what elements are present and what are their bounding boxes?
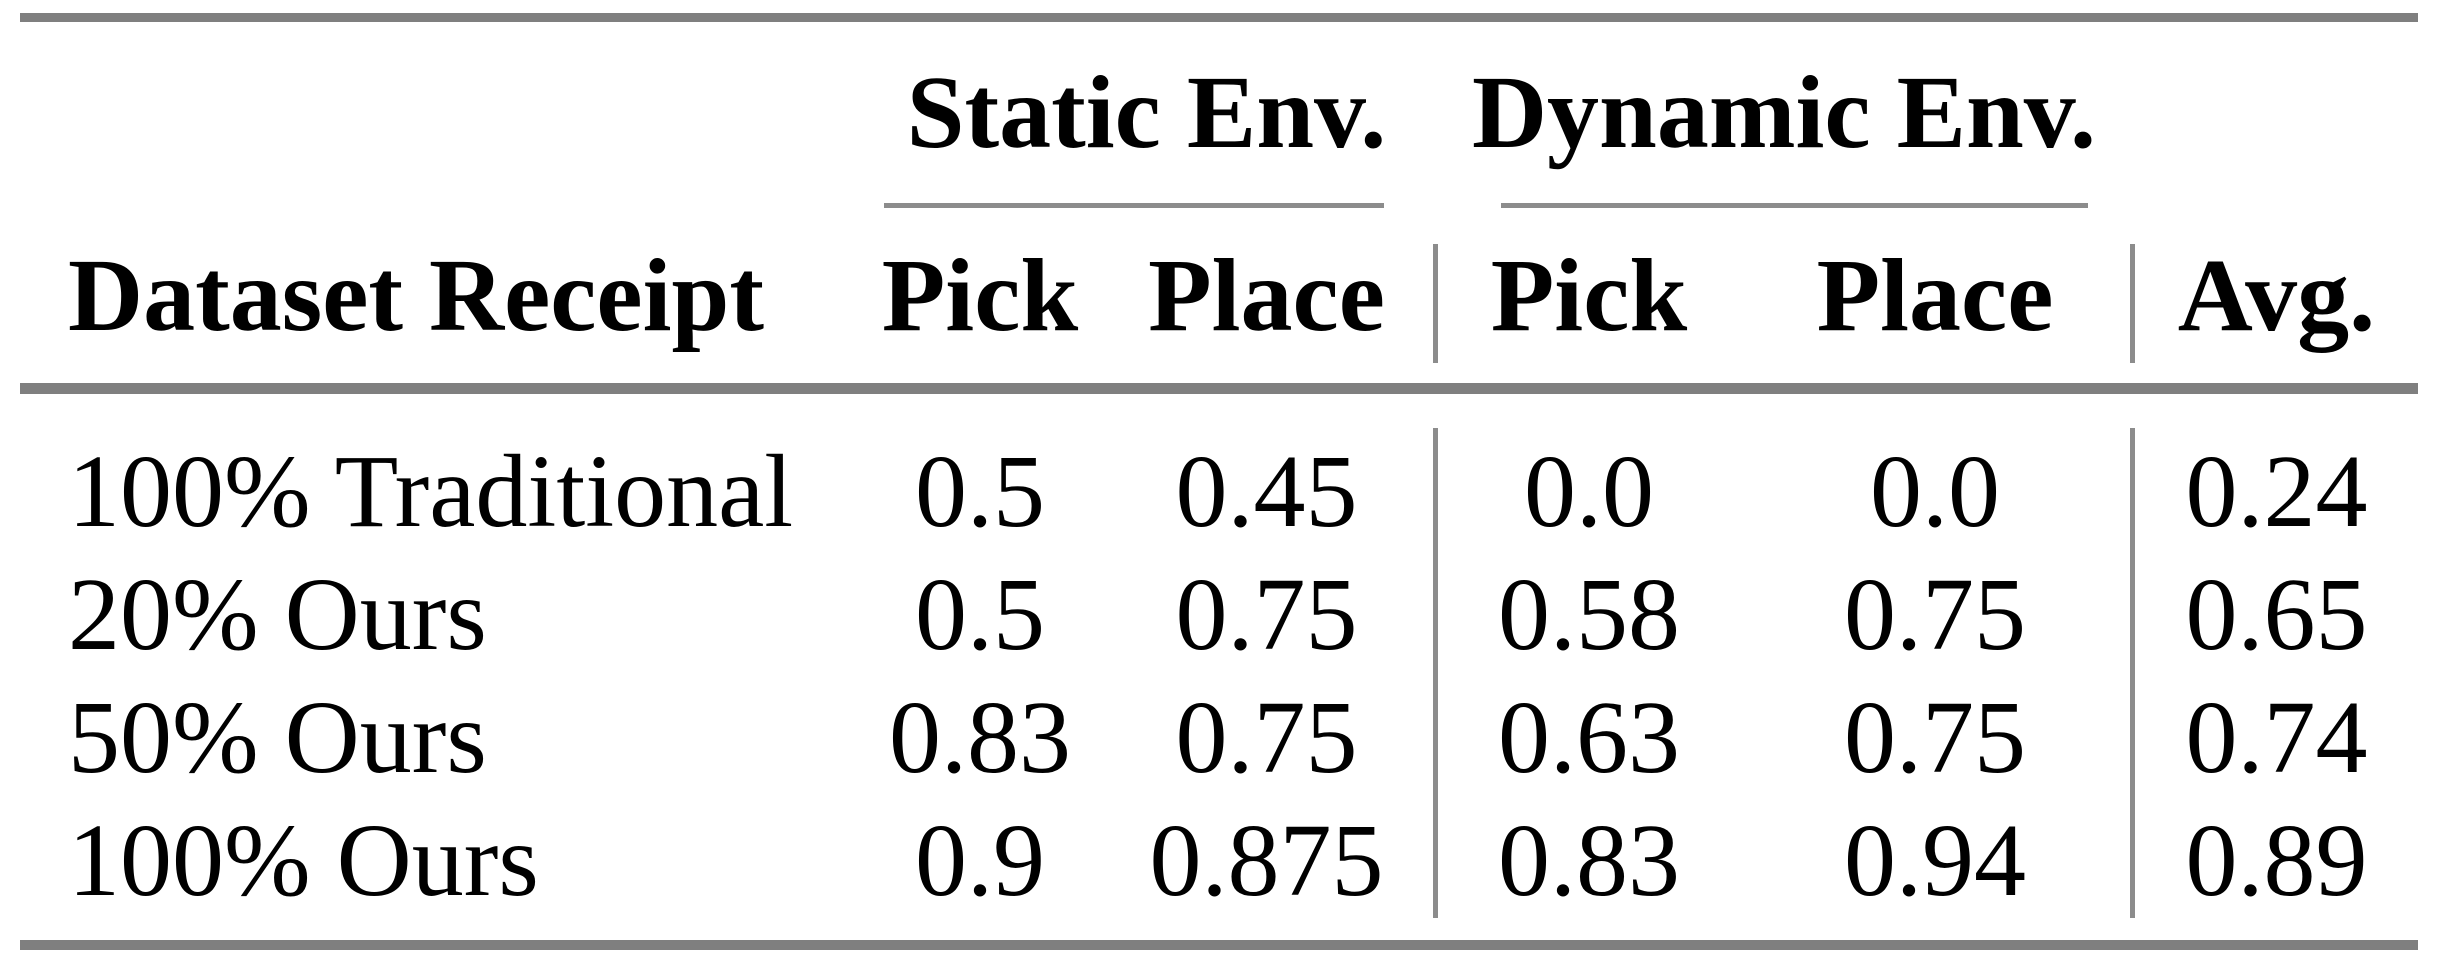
- table-top-rule: [20, 13, 2418, 22]
- cell-static-pick: 0.5: [915, 433, 1045, 549]
- table-row: 100% Ours 0.9 0.875 0.83 0.94 0.89: [20, 799, 2418, 922]
- cell-dynamic-place: 0.0: [1870, 433, 2000, 549]
- row-label: 50% Ours: [68, 679, 487, 795]
- cell-avg: 0.65: [2185, 556, 2368, 672]
- column-header-row: Dataset Receipt Pick Place Pick Place Av…: [20, 208, 2418, 383]
- cell-dynamic-place: 0.75: [1844, 679, 2026, 795]
- cell-static-place: 0.75: [1175, 679, 1358, 795]
- static-group-underline: [884, 203, 1384, 208]
- vertical-separator-1-body: [1433, 428, 1438, 918]
- column-header-static-place: Place: [1148, 237, 1385, 353]
- column-group-dynamic: Dynamic Env.: [1471, 54, 2097, 170]
- table-row: 100% Traditional 0.5 0.45 0.0 0.0 0.24: [20, 430, 2418, 553]
- cell-avg: 0.89: [2185, 802, 2368, 918]
- cell-dynamic-pick: 0.0: [1524, 433, 1654, 549]
- row-label: 100% Ours: [68, 802, 539, 918]
- row-label: 20% Ours: [68, 556, 487, 672]
- cell-avg: 0.74: [2185, 679, 2368, 795]
- vertical-separator-2-header: [2130, 244, 2135, 363]
- table-body: 100% Traditional 0.5 0.45 0.0 0.0 0.24 2…: [20, 430, 2418, 922]
- cell-static-pick: 0.5: [915, 556, 1045, 672]
- table-mid-rule: [20, 383, 2418, 394]
- cell-dynamic-place: 0.94: [1844, 802, 2026, 918]
- cell-dynamic-pick: 0.58: [1498, 556, 1680, 672]
- cell-static-pick: 0.83: [889, 679, 1071, 795]
- cell-static-place: 0.75: [1175, 556, 1358, 672]
- table-row: 20% Ours 0.5 0.75 0.58 0.75 0.65: [20, 553, 2418, 676]
- column-header-avg: Avg.: [2177, 237, 2376, 353]
- cell-dynamic-pick: 0.83: [1498, 802, 1680, 918]
- column-group-static: Static Env.: [906, 54, 1387, 170]
- column-header-dynamic-pick: Pick: [1490, 237, 1688, 353]
- table-row: 50% Ours 0.83 0.75 0.63 0.75 0.74: [20, 676, 2418, 799]
- cell-static-place: 0.875: [1149, 802, 1384, 918]
- row-header-label: Dataset Receipt: [68, 237, 764, 353]
- cell-static-place: 0.45: [1175, 433, 1358, 549]
- column-group-row: Static Env. Dynamic Env.: [20, 22, 2418, 203]
- cell-dynamic-place: 0.75: [1844, 556, 2026, 672]
- dynamic-group-underline: [1501, 203, 2088, 208]
- cell-static-pick: 0.9: [915, 802, 1045, 918]
- row-label: 100% Traditional: [68, 433, 794, 549]
- column-header-dynamic-place: Place: [1816, 237, 2054, 353]
- table-bottom-rule: [20, 940, 2418, 950]
- cell-avg: 0.24: [2185, 433, 2368, 549]
- column-header-static-pick: Pick: [881, 237, 1079, 353]
- vertical-separator-2-body: [2130, 428, 2135, 918]
- vertical-separator-1-header: [1433, 244, 1438, 363]
- cell-dynamic-pick: 0.63: [1498, 679, 1680, 795]
